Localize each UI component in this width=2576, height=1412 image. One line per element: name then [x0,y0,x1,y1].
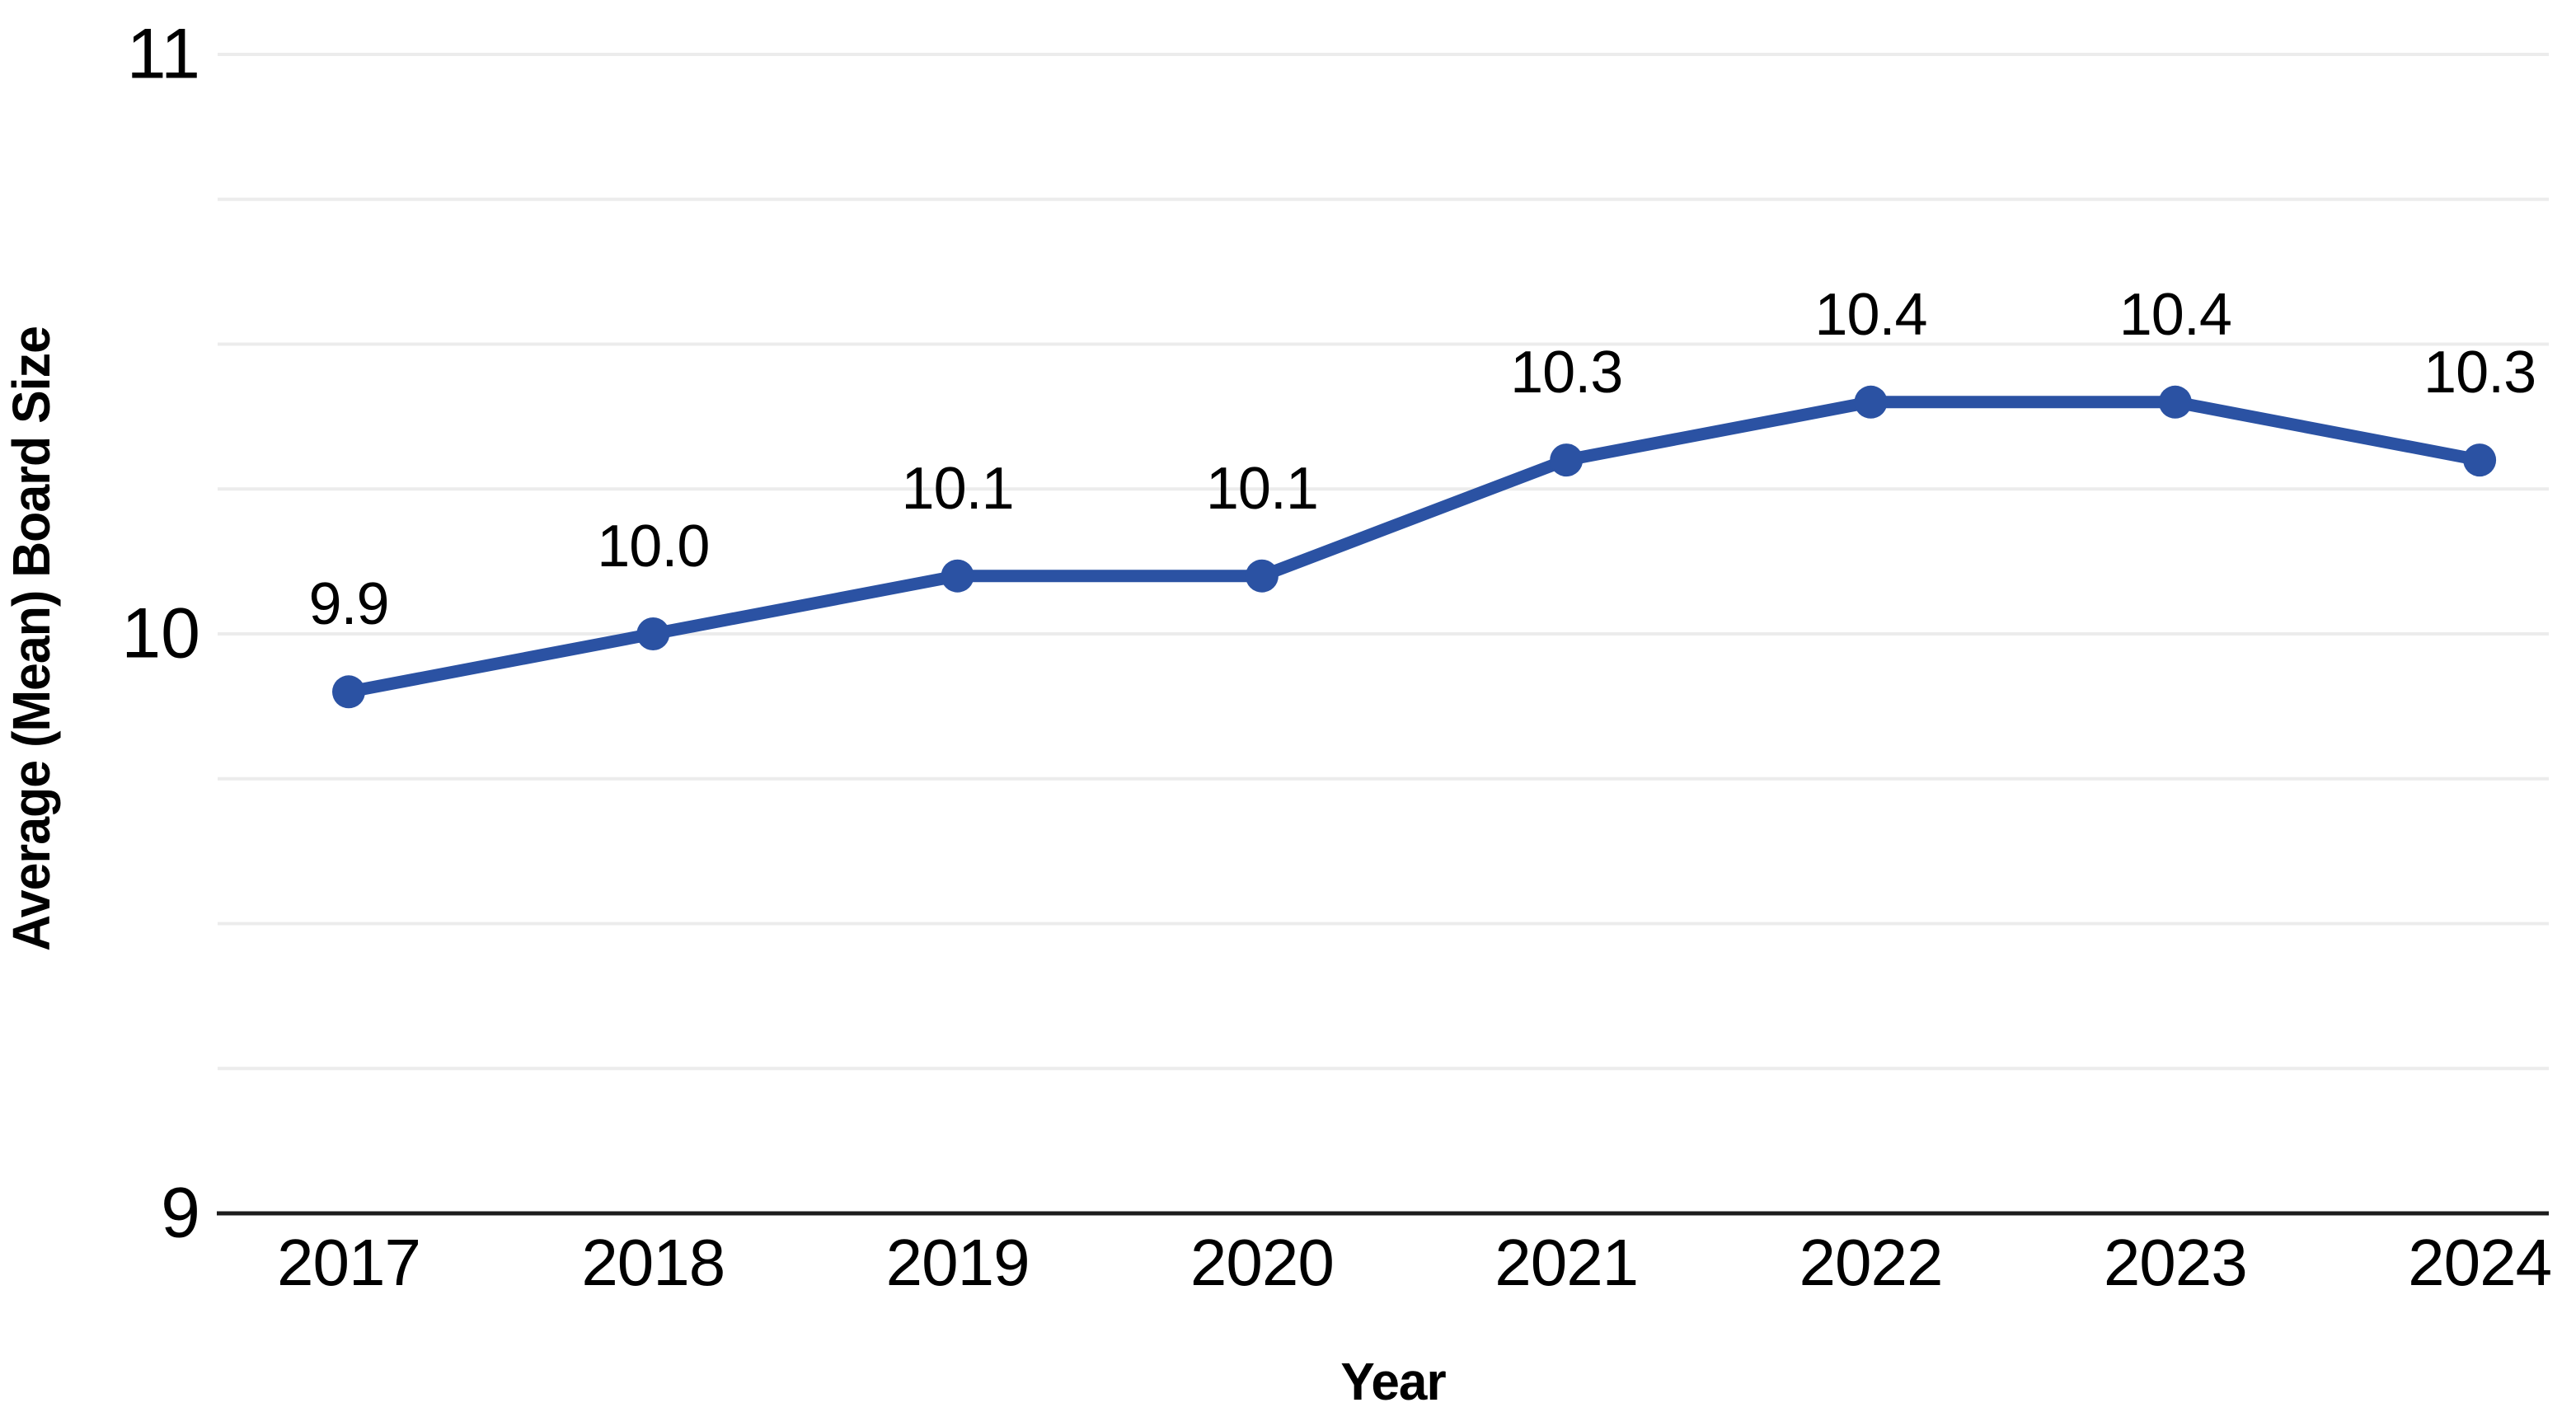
y-tick-label-10: 10 [121,593,200,673]
data-label-2022: 10.4 [1814,281,1927,348]
data-label-2019: 10.1 [901,455,1015,522]
data-label-2018: 10.0 [597,514,710,579]
x-tick-label-2021: 2021 [1494,1226,1639,1299]
data-point-2024 [2463,443,2497,477]
data-label-2023: 10.4 [2119,281,2232,348]
y-axis-title: Average (Mean) Board Size [2,326,61,951]
data-label-2024: 10.3 [2424,340,2536,406]
data-point-2018 [636,617,670,650]
data-label-2017: 9.9 [308,571,389,638]
data-label-2021: 10.3 [1510,340,1623,406]
data-point-2017 [332,675,365,709]
data-point-2019 [941,559,974,593]
data-label-2020: 10.1 [1205,455,1319,522]
x-tick-label-2018: 2018 [581,1226,725,1299]
x-axis-title: Year [1340,1352,1446,1411]
x-tick-label-2020: 2020 [1189,1226,1335,1299]
y-tick-label-9: 9 [161,1173,200,1253]
x-tick-label-2017: 2017 [277,1226,421,1299]
series-line [347,396,2481,698]
x-tick-label-2024: 2024 [2408,1226,2552,1299]
x-tick-label-2023: 2023 [2103,1226,2248,1299]
data-point-2021 [1550,443,1584,477]
x-tick-label-2019: 2019 [885,1226,1030,1299]
y-tick-label-11: 11 [126,14,200,94]
x-tick-label-2022: 2022 [1799,1226,1944,1299]
data-point-2023 [2158,385,2192,419]
data-point-2022 [1854,385,1888,419]
data-point-2020 [1245,559,1279,593]
